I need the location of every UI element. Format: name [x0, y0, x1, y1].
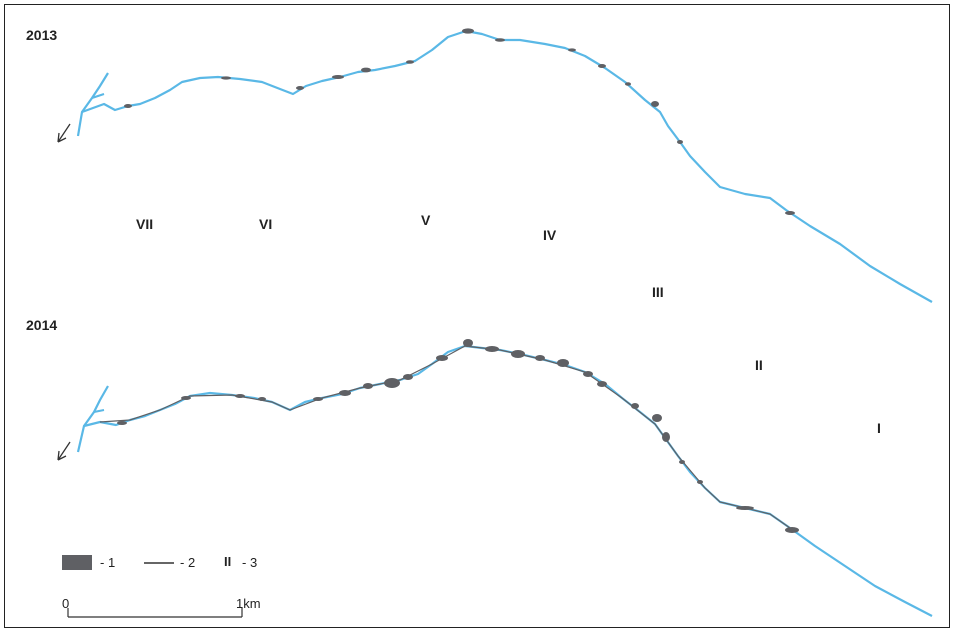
- deposits-2013: [124, 28, 795, 215]
- deposit: [124, 104, 132, 108]
- deposit: [598, 64, 606, 68]
- deposit: [625, 82, 631, 86]
- river-line-2013: [76, 29, 933, 303]
- deposit: [485, 346, 499, 352]
- river-2014: [76, 344, 933, 617]
- section-label-vii: VII: [136, 216, 154, 232]
- deposit: [339, 390, 351, 396]
- deposit: [462, 28, 474, 34]
- deposit: [697, 480, 703, 484]
- deposit: [736, 506, 754, 510]
- deposit: [662, 432, 670, 442]
- section-label-ii: II: [755, 357, 763, 373]
- bank-line: [99, 345, 791, 529]
- deposit: [651, 101, 659, 107]
- deposit: [296, 86, 304, 90]
- flow-arrow-2013: [57, 123, 71, 143]
- legend-deposit-swatch: [62, 555, 92, 570]
- deposit: [332, 75, 344, 79]
- deposit: [117, 421, 127, 425]
- deposit: [785, 211, 795, 215]
- section-label-vi: VI: [259, 216, 273, 232]
- deposit: [436, 355, 448, 361]
- year-label-2013: 2013: [26, 27, 58, 43]
- deposit: [406, 60, 414, 64]
- section-label-v: V: [421, 212, 431, 228]
- deposit: [677, 140, 683, 144]
- year-label-2014: 2014: [26, 317, 58, 333]
- deposit: [463, 339, 473, 347]
- deposit: [495, 38, 505, 42]
- river-branch-2014: [83, 385, 109, 427]
- deposit: [785, 527, 799, 533]
- section-label-iii: III: [652, 284, 664, 300]
- deposit: [403, 374, 413, 380]
- deposit: [313, 397, 323, 401]
- deposit: [583, 371, 593, 377]
- river-branch-2013: [81, 72, 109, 113]
- deposit: [221, 76, 231, 80]
- scale-bar: [67, 608, 243, 618]
- deposit: [679, 460, 685, 464]
- river-branch-2014b: [93, 409, 105, 413]
- deposit: [363, 383, 373, 389]
- section-label-i: I: [877, 420, 881, 436]
- deposit: [631, 403, 639, 409]
- section-label-iv: IV: [543, 227, 557, 243]
- deposit: [361, 67, 371, 73]
- deposit: [511, 350, 525, 358]
- legend-label-3: - 3: [242, 555, 258, 570]
- deposit: [597, 381, 607, 387]
- deposit: [652, 414, 662, 422]
- map-frame: [4, 4, 950, 628]
- deposit: [258, 397, 266, 401]
- deposit: [557, 359, 569, 367]
- deposit: [535, 355, 545, 361]
- legend-label-1: - 1: [100, 555, 116, 570]
- river-branch-2013b: [91, 93, 105, 99]
- deposit: [235, 394, 245, 398]
- legend-symbol-3: II: [224, 554, 232, 569]
- deposits-2014: [99, 339, 799, 533]
- flow-arrow-2014: [57, 441, 71, 461]
- deposit: [384, 378, 400, 388]
- river-2013: [76, 29, 933, 303]
- river-line-2014: [76, 344, 933, 617]
- deposit: [568, 48, 576, 52]
- legend-label-2: - 2: [180, 555, 196, 570]
- scale-label-end: 1km: [236, 596, 261, 611]
- scale-label-start: 0: [62, 596, 70, 611]
- deposit: [181, 396, 191, 400]
